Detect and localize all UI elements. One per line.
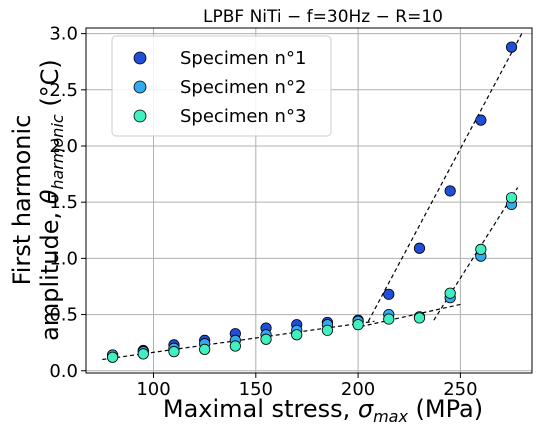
x-axis-label-main: Maximal stress,: [163, 395, 358, 423]
x-tick-label: 250: [443, 379, 477, 400]
chart-title: LPBF NiTi − f=30Hz − R=10: [203, 7, 443, 27]
x-tick-label: 100: [136, 379, 170, 400]
legend-marker: [133, 51, 147, 65]
point-specimen-3: [137, 348, 149, 360]
y-tick-label: 3.0: [49, 24, 78, 45]
y-tick-label: 0.5: [49, 305, 78, 326]
point-specimen-3: [383, 313, 395, 325]
legend: Specimen n°1 Specimen n°2 Specimen n°3: [111, 35, 332, 137]
plot-frame: [85, 27, 533, 374]
fit-line: [367, 33, 523, 322]
data-points: [106, 41, 518, 363]
x-axis-label-sub: max: [373, 407, 408, 426]
x-tick-label: 150: [239, 379, 273, 400]
point-specimen-3: [321, 324, 334, 336]
point-specimen-1: [413, 242, 426, 254]
legend-label: Specimen n°1: [180, 48, 306, 69]
legend-label: Specimen n°3: [180, 106, 306, 127]
y-tick-label: 0.0: [49, 361, 78, 382]
point-specimen-1: [383, 288, 395, 300]
point-specimen-3: [505, 192, 518, 204]
point-specimen-3: [475, 243, 487, 255]
x-axis-label-unit: (MPa): [408, 395, 483, 423]
legend-marker: [133, 80, 147, 94]
point-specimen-3: [106, 351, 119, 363]
point-specimen-3: [199, 343, 211, 356]
y-axis-label-symbol: θ: [36, 189, 64, 204]
point-specimen-3: [444, 287, 456, 299]
x-tick-label: 200: [341, 379, 375, 400]
point-specimen-3: [352, 319, 364, 331]
y-tick-label: 1.5: [49, 192, 78, 213]
x-axis-label-symbol: σ: [358, 395, 374, 423]
y-tick-label: 2.0: [49, 136, 78, 157]
y-tick-label: 2.5: [49, 80, 78, 101]
y-axis-label-unit: (°C): [36, 59, 64, 114]
y-tick-label: 1.0: [49, 248, 78, 269]
legend-marker: [133, 109, 147, 123]
y-axis-label-sub: harmonic: [48, 114, 67, 189]
axis-ticks: 100 150 200 250 0.0 0.5 1.0 1.5 2.0 2.5 3.0: [49, 24, 477, 400]
point-specimen-1: [475, 114, 487, 126]
point-specimen-3: [413, 312, 426, 324]
point-specimen-3: [168, 346, 180, 358]
legend-box: [111, 35, 332, 137]
fit-line: [353, 303, 461, 329]
y-axis-label-main: amplitude,: [36, 204, 64, 341]
point-specimen-1: [444, 185, 456, 197]
point-specimen-1: [505, 41, 518, 53]
y-axis-label-line2: amplitude, θharmonic (°C): [36, 59, 67, 341]
legend-label: Specimen n°2: [180, 77, 306, 98]
point-specimen-3: [229, 340, 241, 352]
y-axis-label-line1: First harmonic: [8, 115, 36, 286]
x-axis-label: Maximal stress, σmax (MPa): [163, 395, 483, 426]
point-specimen-3: [291, 329, 303, 341]
point-specimen-3: [260, 333, 272, 345]
